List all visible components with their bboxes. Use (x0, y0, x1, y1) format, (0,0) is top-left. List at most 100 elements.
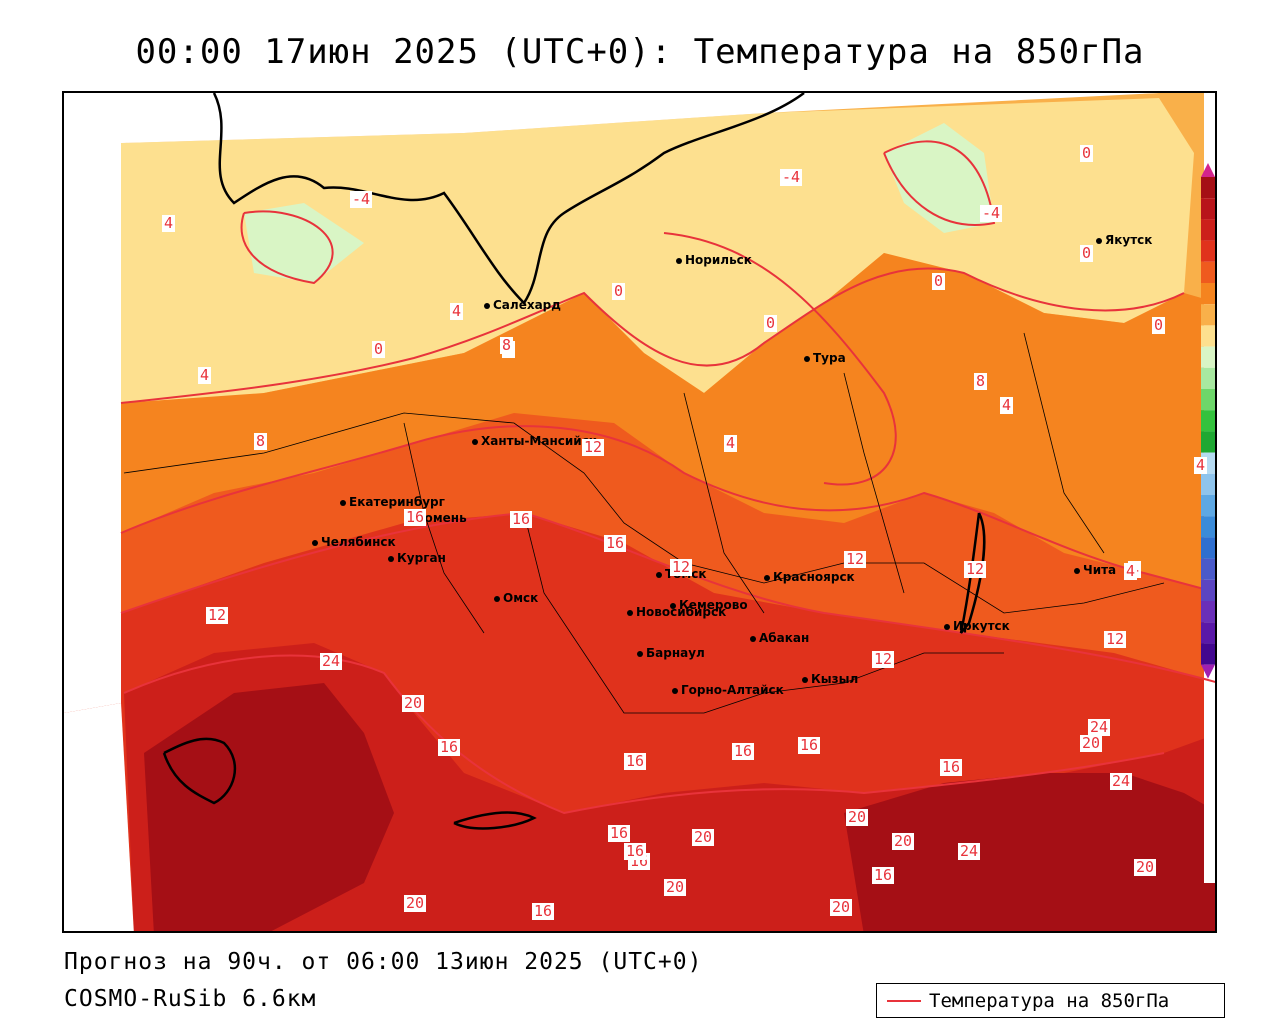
contour-value-label: 0 (372, 340, 386, 358)
city-marker[interactable]: Красноярск (764, 570, 855, 584)
city-label: Курган (397, 551, 446, 565)
contour-value-label: 0 (612, 282, 626, 300)
city-label: Кызыл (811, 672, 859, 686)
city-label: Абакан (759, 631, 810, 645)
contour-value-label: 16 (510, 510, 533, 528)
city-dot-icon (388, 555, 394, 562)
contour-value-label: 20 (692, 828, 715, 846)
colorbar-cell (1201, 579, 1215, 601)
contour-value-label: -4 (350, 190, 373, 208)
city-dot-icon (340, 499, 346, 506)
coastlines (162, 93, 986, 830)
contour-value-label: 24 (958, 842, 981, 860)
city-dot-icon (472, 438, 478, 445)
contour-value-label: 16 (438, 738, 461, 756)
contour-value-label: 8 (500, 336, 514, 354)
city-dot-icon (312, 539, 318, 546)
city-dot-icon (637, 650, 643, 657)
contour-value-label: 24 (1110, 772, 1133, 790)
city-marker[interactable]: Ханты-Мансийск (472, 434, 597, 448)
city-marker[interactable]: Салехард (484, 298, 561, 312)
contour-value-label: 20 (404, 894, 427, 912)
contour-value-label: 4 (162, 214, 176, 232)
admin-borders (123, 332, 1165, 714)
contour-value-label: 0 (1080, 244, 1094, 262)
temperature-map: 2824201612840-4-8-12-16-20-24-28-32-36-4… (64, 93, 1215, 931)
city-marker[interactable]: Тура (804, 351, 846, 365)
city-dot-icon (484, 302, 490, 309)
city-label: Иркутск (953, 619, 1010, 633)
contour-value-label: 0 (764, 314, 778, 332)
city-label: Тюмень (413, 511, 467, 525)
temperature-fill (64, 93, 1215, 931)
contour-value-label: 20 (892, 832, 915, 850)
map-title: 00:00 17июн 2025 (UTC+0): Температура на… (135, 32, 1145, 72)
city-dot-icon (676, 257, 682, 264)
colorbar-cell (1201, 495, 1215, 517)
contour-value-label: 20 (846, 808, 869, 826)
city-marker[interactable]: Омск (494, 591, 538, 605)
city-marker[interactable]: Иркутск (944, 619, 1010, 633)
city-marker[interactable]: Чита (1074, 563, 1116, 577)
contour-value-label: 20 (664, 878, 687, 896)
contour-value-label: -4 (780, 168, 803, 186)
forecast-info: Прогноз на 90ч. от 06:00 13июн 2025 (UTC… (64, 949, 703, 975)
contour-value-label: 4 (1000, 396, 1014, 414)
contour-value-label: 16 (624, 842, 647, 860)
colorbar-cell (1201, 601, 1215, 623)
city-label: Тура (813, 351, 846, 365)
contour-value-label: 16 (732, 742, 755, 760)
city-label: Салехард (493, 298, 561, 312)
city-label: Горно-Алтайск (681, 683, 784, 697)
contour-value-label: 4 (198, 366, 212, 384)
city-dot-icon (804, 355, 810, 362)
city-marker[interactable]: Якутск (1096, 233, 1152, 247)
contour-value-label: 12 (670, 558, 693, 576)
city-marker[interactable]: Норильск (676, 253, 752, 267)
city-marker[interactable]: Кемерово (670, 598, 748, 612)
colorbar-cell (1201, 367, 1215, 389)
city-dot-icon (1074, 567, 1080, 574)
city-marker[interactable]: Екатеринбург (340, 495, 445, 509)
colorbar-cell (1201, 304, 1215, 326)
city-dot-icon (802, 676, 808, 683)
colorbar-cell (1201, 283, 1215, 305)
city-marker[interactable]: Горно-Алтайск (672, 683, 784, 697)
contour-value-label: 16 (532, 902, 555, 920)
contour-value-label: 0 (1152, 316, 1166, 334)
city-label: Омск (503, 591, 539, 605)
city-dot-icon (672, 687, 678, 694)
colorbar-cell (1201, 261, 1215, 283)
colorbar-cell (1201, 325, 1215, 347)
contour-value-label: 16 (608, 824, 631, 842)
city-dot-icon (494, 595, 500, 602)
city-marker[interactable]: Барнаул (637, 646, 705, 660)
city-label: Екатеринбург (349, 495, 445, 509)
colorbar-cell (1201, 643, 1215, 665)
city-marker[interactable]: Кызыл (802, 672, 858, 686)
city-label: Кемерово (679, 598, 748, 612)
city-marker[interactable]: Новосибирск (627, 605, 726, 619)
colorbar-cell (1201, 622, 1215, 644)
legend-line-swatch (887, 999, 921, 1002)
colorbar-top-arrow (1201, 163, 1215, 177)
city-dot-icon (1096, 237, 1102, 244)
city-label: Якутск (1105, 233, 1153, 247)
city-marker[interactable]: Курган (388, 551, 446, 565)
contour-value-label: 16 (798, 736, 821, 754)
city-dot-icon (764, 574, 770, 581)
map-panel[interactable]: 2824201612840-4-8-12-16-20-24-28-32-36-4… (62, 91, 1217, 933)
city-marker[interactable]: Абакан (750, 631, 809, 645)
contour-value-label: 12 (582, 438, 605, 456)
colorbar-cell (1201, 177, 1215, 199)
temperature-colorbar: 2824201612840-4-8-12-16-20-24-28-32-36-4… (1201, 163, 1215, 679)
contour-value-label: 12 (964, 560, 987, 578)
colorbar-cell (1201, 516, 1215, 538)
contour-value-label: 0 (1080, 144, 1094, 162)
colorbar-cell (1201, 240, 1215, 262)
contour-value-label: 16 (604, 534, 627, 552)
contour-value-label: 12 (844, 550, 867, 568)
contour-value-label: 16 (940, 758, 963, 776)
city-marker[interactable]: Челябинск (312, 535, 396, 549)
contour-value-label: 24 (320, 652, 343, 670)
